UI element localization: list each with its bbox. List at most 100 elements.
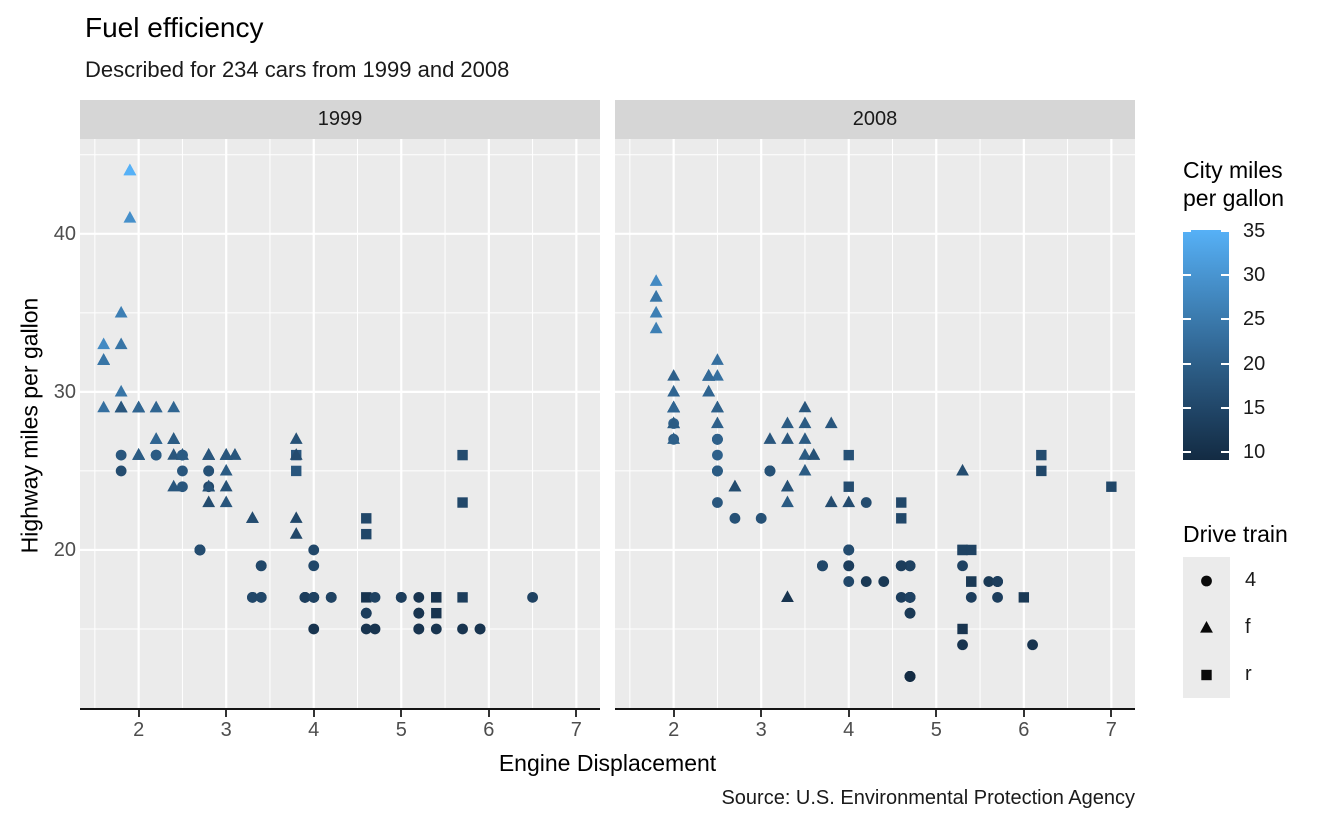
facet-strip-2008: 2008	[615, 100, 1135, 139]
x-axis-line-2008	[615, 708, 1135, 710]
plot-panel-2008	[615, 139, 1135, 708]
x-tick-mark	[760, 710, 763, 717]
data-point	[895, 591, 907, 603]
data-point	[177, 481, 188, 493]
data-point	[308, 560, 320, 572]
x-tick-label: 6	[483, 719, 495, 741]
data-point	[843, 560, 855, 572]
data-point	[712, 433, 723, 445]
data-point	[1018, 592, 1030, 603]
y-tick-label: 20	[53, 538, 76, 561]
x-tick-label: 2	[668, 719, 680, 741]
data-point	[149, 432, 163, 444]
data-point	[667, 384, 681, 397]
data-point	[369, 591, 381, 603]
data-point	[1036, 449, 1047, 461]
data-point	[728, 479, 742, 492]
data-point	[360, 607, 372, 619]
y-axis-title: Highway miles per gallon	[16, 297, 43, 554]
data-point	[132, 400, 146, 413]
data-point	[413, 607, 425, 619]
data-point	[474, 623, 486, 635]
data-point	[97, 400, 111, 413]
data-point	[114, 400, 128, 413]
data-point	[219, 479, 233, 492]
data-point	[798, 448, 812, 460]
facet-label-1999: 1999	[317, 108, 363, 130]
legend-label-r: r	[1245, 663, 1252, 685]
data-point	[956, 463, 969, 476]
x-tick-mark	[575, 710, 578, 717]
data-point	[904, 607, 916, 619]
data-point	[289, 527, 303, 539]
data-point	[702, 384, 716, 397]
data-point	[1027, 639, 1038, 651]
data-point	[763, 432, 777, 444]
data-point	[1036, 465, 1047, 477]
data-point	[965, 591, 977, 603]
data-point	[228, 448, 242, 460]
data-point	[202, 479, 216, 492]
data-point	[712, 465, 723, 477]
data-point	[957, 623, 968, 635]
data-point	[781, 479, 794, 492]
legend-key-circle	[1183, 557, 1230, 604]
data-point	[167, 432, 181, 444]
data-point	[957, 560, 968, 572]
data-point	[308, 591, 320, 603]
x-tick-mark	[935, 710, 938, 717]
data-point	[291, 465, 302, 477]
data-point	[878, 576, 890, 587]
colorbar-tick-mark	[1221, 230, 1229, 232]
colorbar-tick-label: 10	[1243, 441, 1266, 464]
data-point	[702, 369, 716, 381]
x-tick-label: 3	[220, 719, 232, 741]
data-point	[123, 211, 137, 223]
data-point	[431, 607, 442, 619]
data-point	[360, 623, 372, 635]
data-point	[255, 591, 267, 603]
data-point	[289, 448, 303, 460]
data-point	[966, 544, 977, 556]
caption: Source: U.S. Environmental Protection Ag…	[721, 787, 1135, 809]
x-tick-label: 3	[755, 719, 767, 741]
data-point	[431, 592, 442, 603]
data-point	[755, 512, 767, 524]
data-point	[457, 497, 468, 508]
data-point	[798, 432, 812, 444]
data-point	[992, 576, 1003, 587]
data-point	[781, 432, 794, 444]
colorbar-tick-label: 25	[1243, 308, 1266, 331]
shape-legend-item-f: f	[1183, 604, 1343, 651]
data-point	[413, 591, 425, 603]
data-point	[843, 481, 854, 492]
data-point	[361, 592, 372, 603]
x-tick-mark	[1022, 710, 1025, 717]
data-point	[177, 465, 188, 477]
data-point	[798, 416, 812, 429]
data-point	[896, 513, 907, 524]
color-legend-title: City miles per gallon	[1183, 156, 1284, 212]
data-point	[132, 448, 146, 460]
data-point	[167, 448, 181, 460]
data-point	[667, 416, 681, 429]
colorbar-tick-mark	[1183, 406, 1191, 409]
data-point	[712, 497, 723, 508]
colorbar-tick-label: 35	[1243, 220, 1266, 242]
scatter-svg-2008	[615, 139, 1135, 708]
data-point	[369, 623, 381, 635]
data-point	[667, 369, 681, 381]
colorbar-tick-label: 30	[1243, 264, 1266, 287]
x-tick-mark	[400, 710, 403, 717]
color-legend-gradient-bar	[1183, 230, 1229, 460]
colorbar-tick-mark	[1221, 406, 1229, 409]
data-point	[255, 560, 267, 572]
data-point	[712, 449, 723, 461]
data-point	[895, 560, 907, 572]
data-point	[843, 449, 854, 461]
x-tick-mark	[137, 710, 140, 717]
data-point	[177, 449, 188, 461]
data-point	[649, 321, 663, 334]
data-point	[1201, 575, 1212, 587]
data-point	[807, 448, 821, 460]
